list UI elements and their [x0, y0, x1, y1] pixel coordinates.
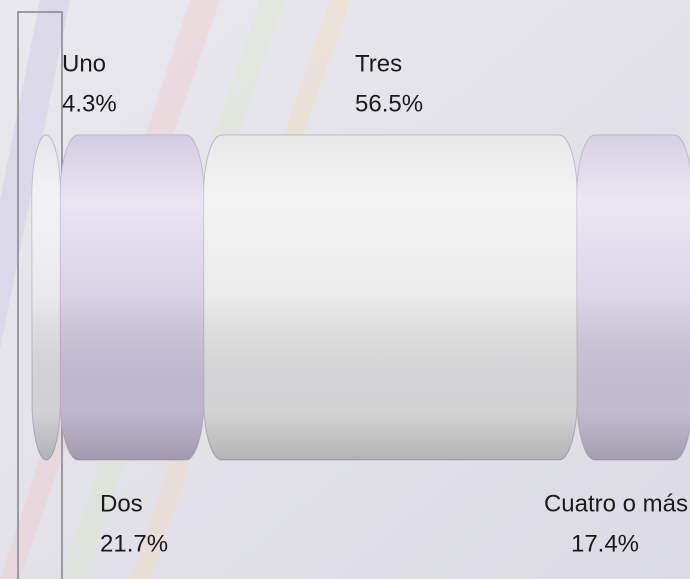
segment-shading [60, 135, 204, 460]
value-label: 56.5% [355, 90, 423, 117]
category-label: Dos [100, 490, 143, 517]
segment-shading [203, 135, 578, 460]
category-label: Cuatro o más [544, 490, 688, 517]
segment-shading [32, 135, 61, 460]
value-label: 17.4% [571, 530, 639, 557]
value-label: 4.3% [62, 90, 117, 117]
value-label: 21.7% [100, 530, 168, 557]
segment-shading [577, 135, 690, 460]
category-label: Tres [355, 50, 402, 77]
category-label: Uno [62, 50, 106, 77]
